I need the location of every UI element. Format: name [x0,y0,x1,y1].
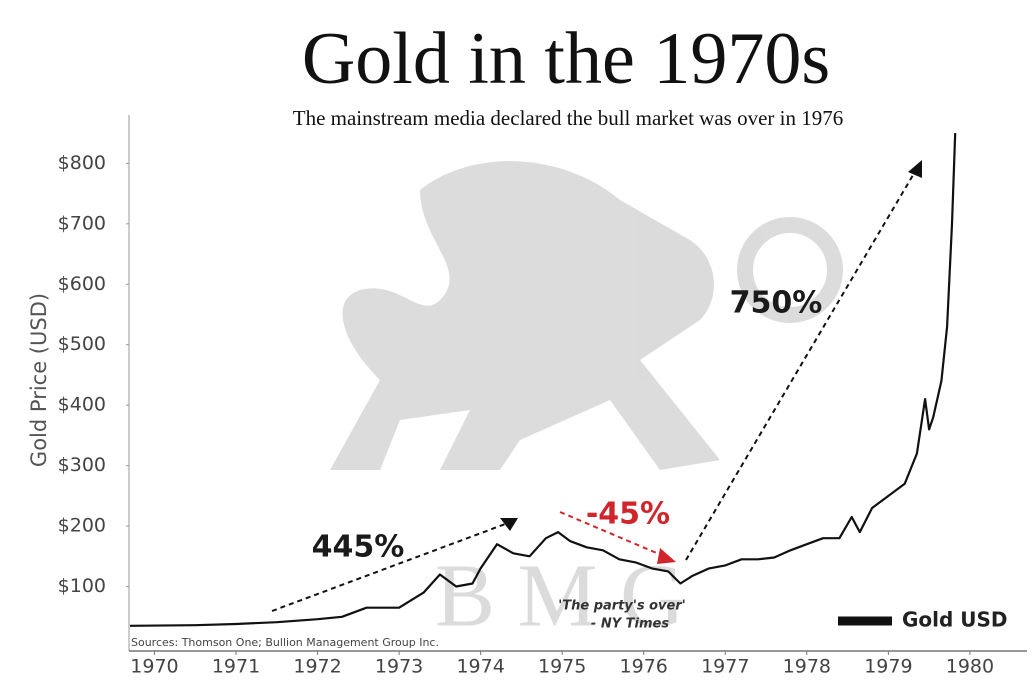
arrowhead [657,548,676,564]
x-tick-label: 1978 [783,656,831,678]
y-tick-label: $100 [58,575,106,597]
x-tick-label: 1974 [456,656,504,678]
arrow-45 [559,511,667,558]
x-tick-label: 1977 [701,656,749,678]
line [129,133,957,627]
annotation: 'The party's over' [558,599,685,614]
chart-title: Gold in the 1970s [302,18,830,100]
x-tick-label: 1972 [293,656,341,678]
y-tick-label: $200 [58,515,106,537]
source: Sources: Thomson One; Bullion Management… [131,636,439,649]
annotation: -45% [586,497,670,532]
x-tick-label: 1970 [130,656,178,678]
x-tick-label: 1979 [864,656,912,678]
x-tick-label: 1980 [946,656,994,678]
arrow-750 [685,169,917,561]
arrows [271,169,917,612]
y-axis-label: Gold Price (USD) [27,293,51,467]
x-tick-label: 1971 [212,656,260,678]
y-tick-label: $800 [58,152,106,174]
annotation: 750% [730,286,823,321]
y-tick-label: $500 [58,333,106,355]
legend-label: Gold USD [902,608,1008,632]
y-tick-label: $300 [58,454,106,476]
x-tick-label: 1976 [620,656,668,678]
arrow-445 [271,522,509,612]
x-tick-label: 1973 [375,656,423,678]
y-tick-label: $700 [58,212,106,234]
annotation: - NY Times [591,617,669,632]
watermark: B M G [330,161,843,646]
chart-subtitle: The mainstream media declared the bull m… [293,106,843,130]
griffin [330,161,720,470]
y-tick-label: $600 [58,273,106,295]
ring [737,217,843,323]
arrowhead [500,518,518,531]
annotation: 445% [312,530,405,565]
y-tick-label: $400 [58,394,106,416]
x-tick-label: 1975 [538,656,586,678]
watermark-text: B M G [435,547,685,646]
arrowhead [908,160,922,178]
